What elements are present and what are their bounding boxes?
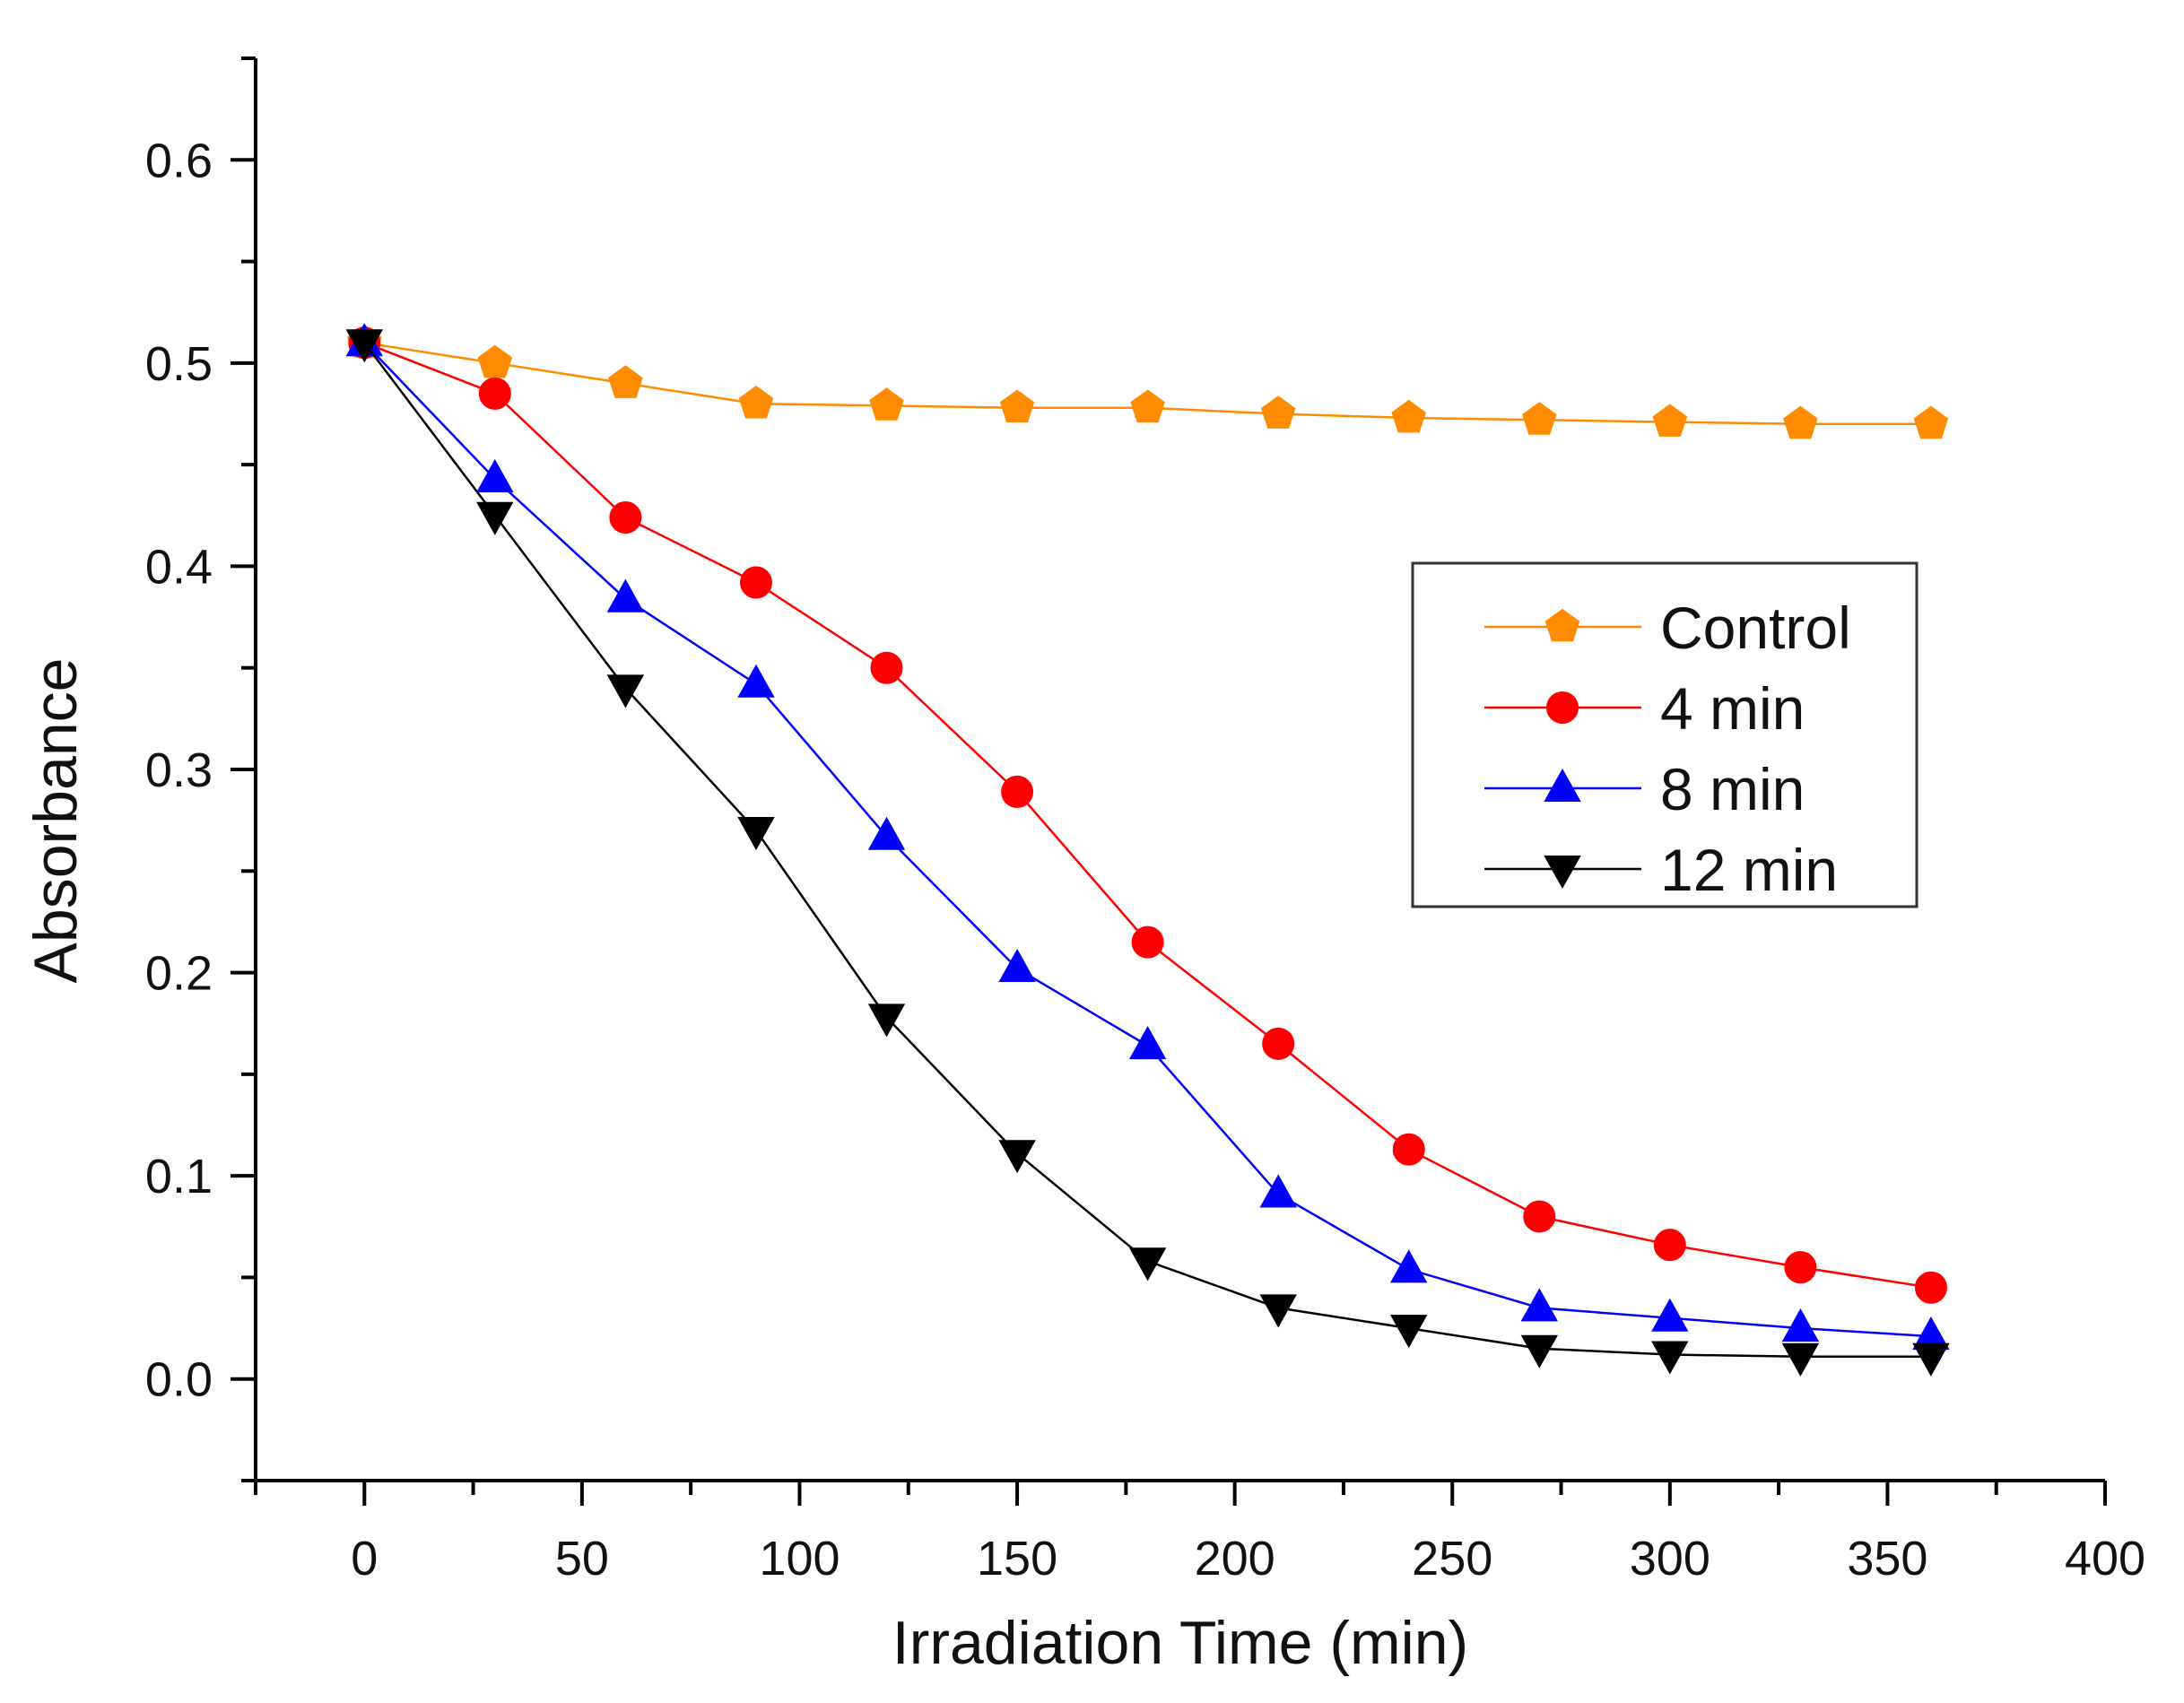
legend-label-12-min: 12 min (1660, 837, 1838, 903)
data-point-8-min (1651, 1298, 1689, 1332)
data-point-4-min (1914, 1271, 1947, 1304)
legend-label-control: Control (1660, 595, 1851, 661)
data-point-12-min (606, 674, 645, 708)
data-point-4-min (1001, 775, 1034, 808)
legend: Control 4 min 8 min 12 min (1411, 561, 1919, 908)
y-tick-label: 0.5 (145, 337, 213, 391)
data-point-8-min (1389, 1249, 1428, 1283)
data-point-control (999, 389, 1035, 423)
legend-box (1411, 561, 1919, 908)
x-tick-label: 100 (759, 1532, 840, 1586)
data-point-8-min (737, 664, 775, 698)
data-point-4-min (870, 651, 903, 684)
data-point-8-min (1128, 1026, 1167, 1060)
data-point-8-min (606, 578, 645, 613)
data-point-8-min (867, 816, 906, 850)
data-point-12-min (737, 817, 775, 851)
data-point-12-min (345, 329, 384, 363)
x-tick-label: 50 (555, 1532, 609, 1586)
data-point-control (1130, 389, 1165, 423)
data-point-4-min (1262, 1027, 1295, 1060)
data-point-12-min (1912, 1342, 1950, 1377)
data-point-12-min (1259, 1294, 1297, 1328)
data-point-control (1522, 402, 1557, 435)
data-point-control (477, 344, 513, 378)
data-point-control (1783, 405, 1818, 439)
x-tick-label: 400 (2065, 1532, 2145, 1586)
data-point-12-min (867, 1004, 906, 1038)
data-point-control (1913, 405, 1949, 439)
data-point-8-min (476, 458, 514, 492)
data-point-control (608, 365, 643, 398)
series-layer (345, 323, 1950, 1377)
data-point-4-min (1392, 1133, 1425, 1166)
x-tick-label: 150 (977, 1532, 1057, 1586)
legend-label-8-min: 8 min (1660, 756, 1805, 822)
x-axis-title: Irradiation Time (min) (892, 1609, 1468, 1677)
series-control (347, 324, 1949, 439)
data-point-12-min (998, 1140, 1036, 1174)
x-tick-label: 250 (1412, 1532, 1492, 1586)
x-tick-label: 350 (1847, 1532, 1927, 1586)
data-point-4-min (478, 377, 511, 410)
series-12-min (345, 329, 1950, 1377)
y-tick-label: 0.4 (145, 540, 213, 594)
legend-marker-8-min (1544, 768, 1581, 802)
data-point-4-min (739, 566, 772, 599)
axes-layer: 0 50 100 150 200 250 300 350 400 0.0 0.1 0.2 0.3 0.4 0… (145, 56, 2145, 1586)
data-point-control (1260, 395, 1296, 429)
data-point-4-min (609, 501, 642, 534)
data-point-8-min (1259, 1174, 1297, 1208)
y-tick-label: 0.2 (145, 947, 213, 1001)
data-point-8-min (1781, 1308, 1820, 1342)
data-point-8-min (1520, 1288, 1559, 1322)
x-tick-label: 300 (1630, 1532, 1710, 1586)
data-point-control (1652, 404, 1688, 437)
data-point-4-min (1784, 1251, 1817, 1284)
data-point-4-min (1653, 1229, 1686, 1262)
data-point-12-min (1781, 1342, 1820, 1377)
y-tick-label: 0.0 (145, 1353, 213, 1407)
legend-marker-12-min (1544, 856, 1581, 890)
legend-marker-control (1544, 608, 1580, 642)
x-tick-label: 200 (1195, 1532, 1275, 1586)
legend-label-4-min: 4 min (1660, 675, 1805, 742)
data-point-8-min (998, 948, 1036, 982)
series-4-min (348, 326, 1947, 1304)
data-point-4-min (1131, 925, 1164, 959)
data-point-12-min (476, 501, 514, 535)
y-tick-label: 0.3 (145, 743, 213, 797)
y-tick-label: 0.6 (145, 134, 213, 187)
x-tick-label: 0 (351, 1532, 378, 1586)
data-point-12-min (1651, 1341, 1689, 1375)
data-point-4-min (1523, 1200, 1556, 1233)
y-axis-title: Absorbance (22, 658, 90, 984)
data-point-12-min (1128, 1247, 1167, 1282)
data-point-control (1391, 399, 1426, 433)
data-point-control (869, 387, 904, 421)
data-point-12-min (1520, 1334, 1559, 1368)
legend-marker-4-min (1546, 691, 1579, 724)
data-point-control (738, 385, 774, 419)
y-tick-label: 0.1 (145, 1150, 213, 1203)
data-point-12-min (1389, 1315, 1428, 1349)
